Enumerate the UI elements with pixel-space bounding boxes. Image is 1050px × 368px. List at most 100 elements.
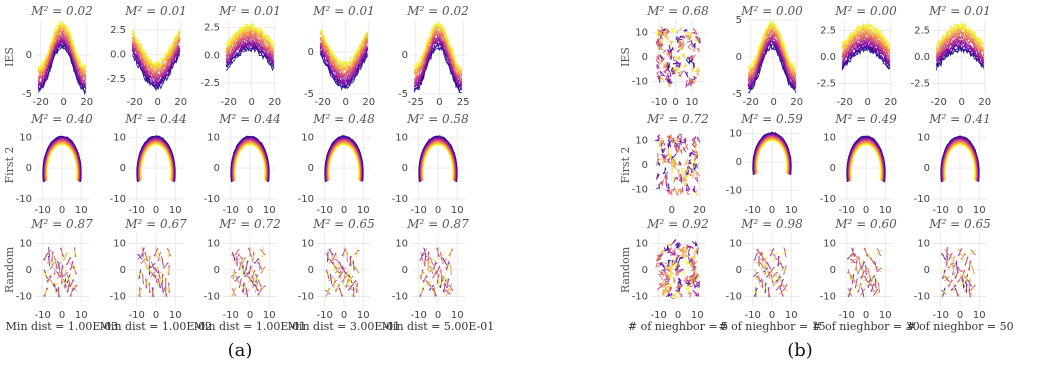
x-tick-label: 25 bbox=[457, 97, 470, 108]
y-tick-label: -10 bbox=[16, 194, 32, 205]
data-curve bbox=[964, 256, 969, 266]
y-tick-label: 0 bbox=[736, 265, 742, 276]
y-tick-label: 10 bbox=[395, 132, 408, 143]
data-curve bbox=[234, 144, 266, 181]
data-curve bbox=[660, 137, 665, 143]
data-curve bbox=[850, 143, 882, 180]
data-curve bbox=[354, 283, 360, 293]
data-curve bbox=[345, 251, 349, 262]
subplot-title: M² = 0.58 bbox=[406, 112, 469, 126]
data-curve bbox=[664, 266, 670, 271]
y-tick-label: -5 bbox=[732, 89, 742, 100]
subplot: M² = 0.02 -20 0 20 -5 0 IES bbox=[3, 4, 93, 108]
data-curve bbox=[658, 28, 665, 37]
data-curve bbox=[656, 137, 660, 142]
data-curve bbox=[682, 137, 687, 143]
subplot: M² = 0.65 -10 0 10 -10 0 10 bbox=[914, 217, 991, 321]
data-curve bbox=[43, 252, 49, 261]
y-tick-label: -5 bbox=[22, 89, 32, 100]
data-curve bbox=[674, 138, 678, 145]
data-curve bbox=[666, 243, 673, 250]
data-curve bbox=[247, 267, 253, 273]
data-curve bbox=[957, 274, 963, 284]
data-curve bbox=[422, 258, 428, 264]
data-curve bbox=[656, 64, 660, 70]
data-curve bbox=[863, 267, 869, 273]
subplot: M² = 0.44 -10 0 10 -10 0 10 bbox=[110, 112, 187, 216]
y-tick-label: 0 bbox=[214, 265, 220, 276]
data-curve bbox=[449, 282, 453, 293]
data-curve bbox=[351, 287, 356, 297]
data-curve bbox=[782, 284, 788, 292]
data-curve bbox=[663, 61, 667, 69]
data-curve bbox=[131, 29, 181, 67]
data-curve bbox=[677, 61, 681, 67]
x-tick-label: -20 bbox=[743, 97, 759, 108]
data-curve bbox=[779, 278, 784, 288]
data-curve bbox=[422, 144, 454, 181]
data-curve bbox=[59, 274, 65, 284]
data-curve bbox=[669, 71, 672, 78]
data-curve bbox=[62, 252, 68, 261]
data-curve bbox=[674, 283, 683, 291]
data-curve bbox=[661, 178, 665, 186]
data-curve bbox=[49, 279, 55, 288]
data-curve bbox=[954, 262, 960, 269]
data-curve bbox=[140, 143, 172, 181]
data-curve bbox=[690, 159, 696, 167]
data-curve bbox=[148, 255, 151, 267]
series-group bbox=[841, 22, 891, 71]
data-curve bbox=[675, 146, 679, 153]
data-curve bbox=[325, 270, 331, 279]
data-curve bbox=[667, 148, 671, 155]
column-xlabel: # of nieghbor = 50 bbox=[906, 320, 1013, 333]
data-curve bbox=[675, 137, 681, 144]
subplot: M² = 0.49 -10 0 10 -10 0 10 bbox=[820, 112, 897, 216]
data-curve bbox=[656, 71, 660, 79]
panel-label-b: (b) bbox=[787, 340, 813, 361]
y-tick-label: 10 bbox=[301, 239, 314, 250]
data-curve bbox=[676, 27, 682, 35]
data-curve bbox=[680, 167, 685, 171]
x-tick-label: 0 bbox=[247, 310, 253, 321]
data-curve bbox=[863, 248, 869, 256]
data-curve bbox=[49, 261, 55, 270]
data-curve bbox=[658, 38, 664, 45]
data-curve bbox=[693, 168, 697, 175]
y-tick-label: -10 bbox=[16, 291, 32, 302]
y-tick-label: -2.5 bbox=[910, 78, 930, 89]
x-tick-label: -10 bbox=[317, 310, 333, 321]
data-curve bbox=[153, 276, 159, 282]
data-curve bbox=[260, 284, 266, 291]
data-curve bbox=[671, 262, 678, 269]
data-curve bbox=[240, 258, 247, 264]
x-tick-label: 20 bbox=[790, 97, 803, 108]
data-curve bbox=[43, 288, 49, 296]
data-curve bbox=[659, 147, 664, 150]
data-curve bbox=[868, 269, 871, 280]
data-curve bbox=[861, 260, 865, 271]
x-tick-label: 0 bbox=[155, 97, 161, 108]
data-curve bbox=[869, 274, 875, 283]
data-curve bbox=[665, 180, 669, 188]
x-tick-label: 10 bbox=[357, 310, 370, 321]
x-tick-label: 0 bbox=[247, 205, 253, 216]
data-curve bbox=[775, 276, 782, 282]
data-curve bbox=[665, 50, 673, 57]
data-curve bbox=[668, 139, 672, 145]
data-curve bbox=[38, 20, 87, 70]
series-group bbox=[230, 135, 270, 183]
data-curve bbox=[694, 152, 699, 159]
data-curve bbox=[663, 246, 668, 252]
x-tick-label: -10 bbox=[933, 205, 949, 216]
y-tick-label: 0 bbox=[26, 265, 32, 276]
y-tick-label: -10 bbox=[204, 194, 220, 205]
data-curve bbox=[72, 283, 78, 292]
data-curve bbox=[873, 290, 879, 295]
x-tick-label: 0 bbox=[675, 310, 681, 321]
x-tick-label: 0 bbox=[957, 205, 963, 216]
data-curve bbox=[673, 55, 679, 60]
data-curve bbox=[684, 245, 691, 250]
data-curve bbox=[779, 290, 785, 295]
